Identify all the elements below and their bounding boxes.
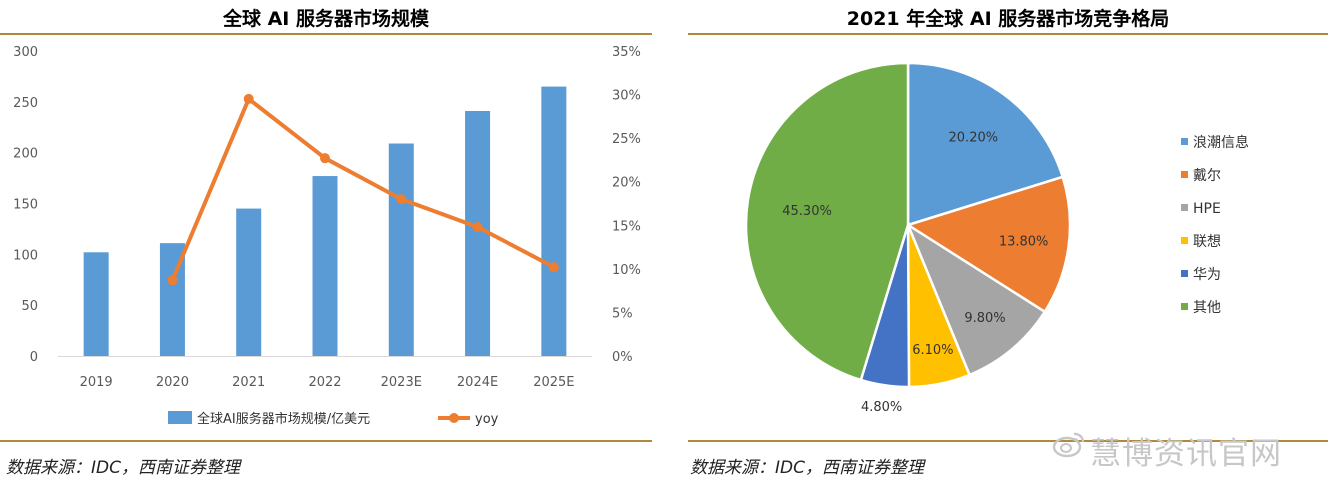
legend-label: 其他: [1193, 300, 1221, 316]
y-axis-tick-label: 0: [30, 350, 38, 365]
watermark-text: 慧博资讯官网: [1090, 436, 1282, 472]
y2-axis-tick-label: 20%: [612, 176, 641, 191]
yoy-point: [167, 275, 178, 286]
y2-axis-tick-label: 35%: [612, 45, 641, 60]
pie-slice-label: 20.20%: [949, 130, 999, 145]
pie-slice: [744, 61, 910, 382]
legend-label: 联想: [1193, 234, 1221, 250]
legend-swatch-point: [449, 413, 459, 423]
bar: [312, 176, 338, 356]
legend-swatch-bar: [168, 411, 192, 424]
left-title-rule: [0, 33, 652, 35]
y2-axis-tick-label: 15%: [612, 219, 641, 234]
legend-label: 戴尔: [1193, 168, 1221, 184]
pie-slice: [905, 221, 1047, 377]
y2-axis-tick-label: 0%: [612, 350, 633, 365]
yoy-point: [548, 262, 559, 273]
pie-slice-label: 13.80%: [999, 234, 1049, 249]
right-chart-title: 2021 年全球 AI 服务器市场竞争格局: [846, 8, 1170, 30]
x-axis-tick-label: 2021: [232, 375, 265, 390]
x-axis-tick-label: 2023E: [381, 375, 422, 390]
bar: [541, 86, 567, 356]
legend-label: HPE: [1193, 201, 1221, 217]
right-source-note: 数据来源：IDC，西南证券整理: [690, 458, 924, 478]
bar: [236, 208, 262, 356]
legend-label-line: yoy: [475, 412, 499, 427]
x-axis-tick-label: 2022: [308, 375, 341, 390]
left-source-rule: [0, 440, 652, 442]
right-source-rule: [688, 440, 1328, 442]
y2-axis-tick-label: 10%: [612, 263, 641, 278]
pie-slice-label: 6.10%: [912, 343, 953, 358]
left-source-note: 数据来源：IDC，西南证券整理: [6, 458, 240, 478]
legend-label: 华为: [1193, 267, 1221, 283]
yoy-point: [243, 93, 254, 104]
legend-swatch: [1181, 204, 1188, 211]
legend-swatch: [1181, 237, 1188, 244]
bar: [388, 143, 414, 356]
y2-axis-tick-label: 25%: [612, 132, 641, 147]
y-axis-tick-label: 200: [13, 147, 38, 162]
x-axis-tick-label: 2020: [156, 375, 189, 390]
y-axis-tick-label: 300: [13, 45, 38, 60]
yoy-point: [472, 222, 483, 233]
right-title-rule: [688, 33, 1328, 35]
y2-axis-tick-label: 30%: [612, 89, 641, 104]
y-axis-tick-label: 150: [13, 198, 38, 213]
left-panel: 全球 AI 服务器市场规模 0 50 100 150 200 250 300 0% 5% 10% 1…: [0, 0, 652, 480]
bar: [83, 252, 109, 356]
legend-swatch: [1181, 171, 1188, 178]
x-axis-tick-label: 2024E: [457, 375, 498, 390]
legend-swatch: [1181, 270, 1188, 277]
right-panel: 2021 年全球 AI 服务器市场竞争格局 20.20% 13.80% 9.80% 6…: [688, 0, 1328, 480]
y-axis-tick-label: 250: [13, 96, 38, 111]
legend-swatch: [1181, 303, 1188, 310]
x-axis-tick-label: 2025E: [533, 375, 574, 390]
legend-label-bar: 全球AI服务器市场规模/亿美元: [197, 411, 370, 427]
yoy-line: [170, 96, 555, 281]
y-axis-tick-label: 100: [13, 248, 38, 263]
yoy-point: [396, 194, 407, 205]
pie-slice-label: 45.30%: [782, 204, 832, 219]
left-chart-title: 全球 AI 服务器市场规模: [222, 8, 429, 30]
pie-slice: [906, 61, 1065, 227]
pie-slice-label: 9.80%: [964, 311, 1005, 326]
bar-line-chart: 0 50 100 150 200 250 300 0% 5% 10% 15% 20% 25% 30% 35%…: [13, 45, 641, 427]
pie-slice: [905, 175, 1072, 314]
x-axis-tick-label: 2019: [80, 375, 113, 390]
yoy-point: [320, 153, 330, 164]
y-axis-tick-label: 50: [21, 299, 38, 314]
pie-slice-label: 4.80%: [861, 400, 902, 415]
weibo-icon: [1052, 432, 1085, 458]
legend-label: 浪潮信息: [1193, 134, 1249, 151]
legend-swatch: [1181, 138, 1188, 145]
y2-axis-tick-label: 5%: [612, 306, 633, 321]
